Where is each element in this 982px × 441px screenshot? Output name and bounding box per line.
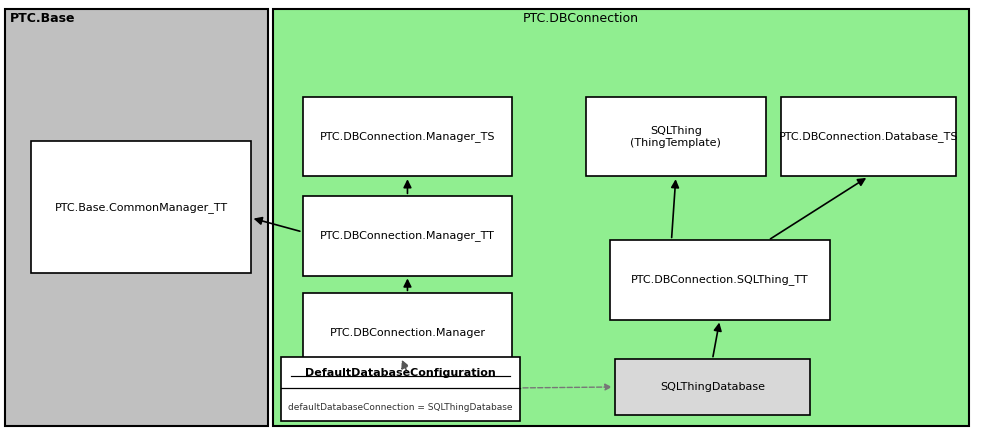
FancyBboxPatch shape	[302, 293, 513, 373]
FancyBboxPatch shape	[610, 240, 830, 320]
FancyBboxPatch shape	[5, 9, 268, 426]
Text: DefaultDatabaseConfiguration: DefaultDatabaseConfiguration	[305, 367, 496, 377]
Text: PTC.Base.CommonManager_TT: PTC.Base.CommonManager_TT	[54, 202, 228, 213]
Text: PTC.DBConnection.Manager_TT: PTC.DBConnection.Manager_TT	[320, 231, 495, 241]
Text: PTC.DBConnection.Manager_TS: PTC.DBConnection.Manager_TS	[320, 131, 495, 142]
FancyBboxPatch shape	[615, 359, 810, 415]
Text: PTC.DBConnection: PTC.DBConnection	[522, 12, 638, 25]
Text: PTC.DBConnection.Manager: PTC.DBConnection.Manager	[330, 328, 485, 338]
Text: SQLThing
(ThingTemplate): SQLThing (ThingTemplate)	[630, 126, 722, 147]
FancyBboxPatch shape	[31, 141, 250, 273]
FancyBboxPatch shape	[585, 97, 766, 176]
FancyBboxPatch shape	[281, 357, 520, 421]
Text: PTC.DBConnection.SQLThing_TT: PTC.DBConnection.SQLThing_TT	[631, 275, 808, 285]
Text: PTC.DBConnection.Database_TS: PTC.DBConnection.Database_TS	[779, 131, 958, 142]
Text: PTC.Base: PTC.Base	[10, 12, 76, 25]
Text: SQLThingDatabase: SQLThingDatabase	[660, 382, 765, 392]
FancyBboxPatch shape	[302, 97, 513, 176]
Text: defaultDatabaseConnection = SQLThingDatabase: defaultDatabaseConnection = SQLThingData…	[289, 403, 513, 411]
FancyBboxPatch shape	[273, 9, 969, 426]
FancyBboxPatch shape	[302, 196, 513, 276]
FancyBboxPatch shape	[781, 97, 956, 176]
